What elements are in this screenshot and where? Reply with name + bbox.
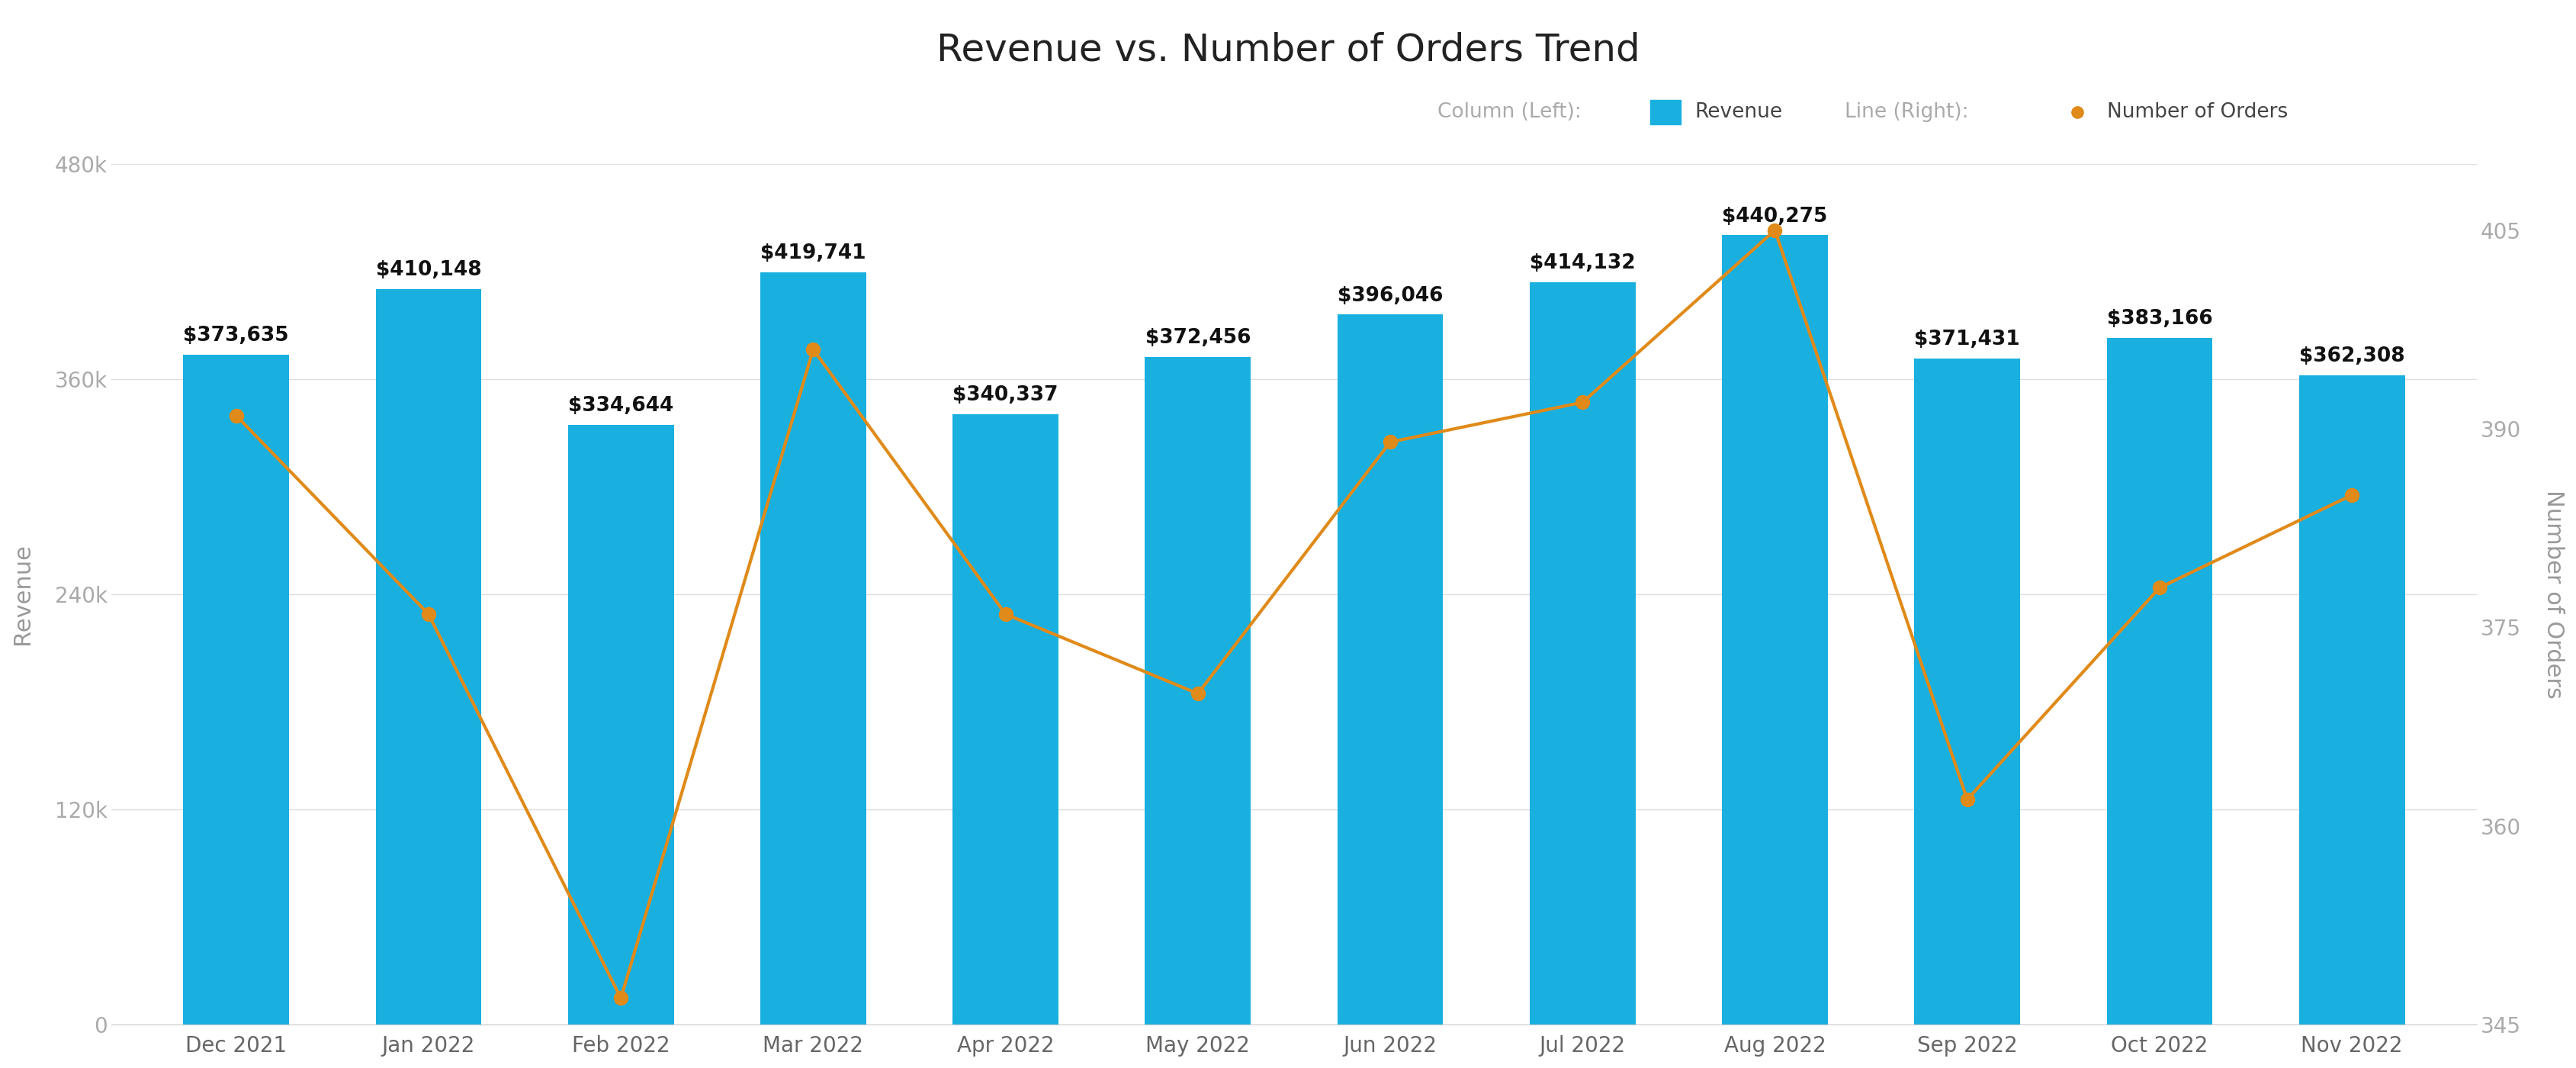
Text: $440,275: $440,275: [1723, 206, 1826, 226]
Text: $373,635: $373,635: [183, 326, 289, 346]
Text: Line (Right):: Line (Right):: [1844, 103, 1968, 122]
Bar: [953, 414, 1059, 1024]
Text: Revenue: Revenue: [1695, 103, 1783, 122]
Text: $396,046: $396,046: [1337, 286, 1443, 305]
Text: $419,741: $419,741: [760, 244, 866, 263]
Text: Column (Left):: Column (Left):: [1437, 103, 1582, 122]
Text: $362,308: $362,308: [2298, 346, 2406, 366]
Bar: [1530, 282, 1636, 1024]
Bar: [376, 289, 482, 1024]
Text: $383,166: $383,166: [2107, 309, 2213, 329]
Bar: [1337, 315, 1443, 1024]
Text: $414,132: $414,132: [1530, 253, 1636, 273]
Bar: [1144, 357, 1252, 1024]
Text: Number of Orders: Number of Orders: [2107, 103, 2287, 122]
Bar: [183, 355, 289, 1024]
Text: $340,337: $340,337: [953, 386, 1059, 406]
Bar: [2107, 337, 2213, 1024]
Bar: [760, 272, 866, 1024]
Bar: [567, 425, 675, 1024]
Text: $371,431: $371,431: [1914, 330, 2020, 349]
Text: Revenue vs. Number of Orders Trend: Revenue vs. Number of Orders Trend: [935, 32, 1641, 68]
Text: $334,644: $334,644: [569, 396, 672, 415]
Y-axis label: Revenue: Revenue: [10, 544, 33, 645]
Bar: [2298, 375, 2406, 1024]
Text: $372,456: $372,456: [1146, 328, 1252, 348]
Bar: [1914, 359, 2020, 1024]
Bar: [1721, 235, 1829, 1024]
Text: $410,148: $410,148: [376, 261, 482, 280]
Y-axis label: Number of Orders: Number of Orders: [2543, 490, 2566, 698]
